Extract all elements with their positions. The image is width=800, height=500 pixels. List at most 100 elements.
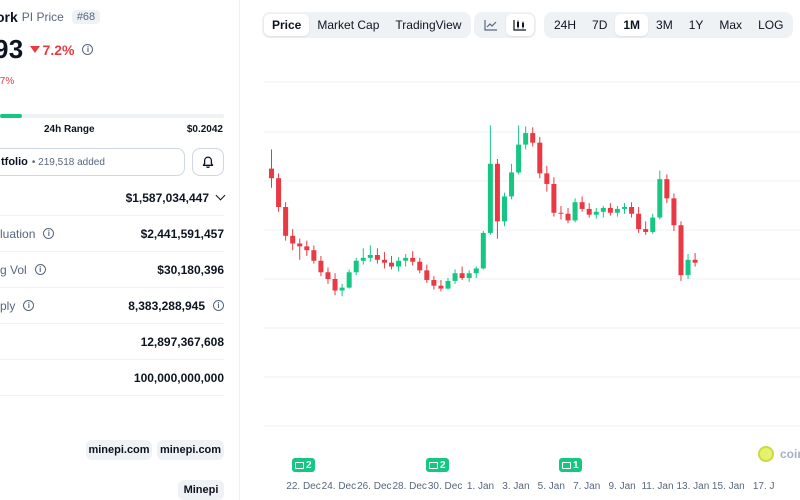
x-tick-label: 3. Jan [502,481,530,492]
chevron-down-icon[interactable] [215,190,226,201]
candle [579,196,585,212]
price-chart[interactable] [264,50,800,500]
candle-body [537,142,543,174]
log-toggle[interactable]: LOG [758,18,784,32]
candle-body [466,273,472,279]
candle [311,245,317,264]
tab-tradingview[interactable]: TradingView [395,18,462,32]
portfolio-label: tfolio [1,156,28,168]
candle-body [516,144,522,173]
candle-body [480,232,486,269]
candle-body [311,250,317,261]
candle-body [283,207,289,236]
range-1y[interactable]: 1Y [688,18,704,32]
market-cap-value: $1,587,034,447 [125,190,209,205]
coinmarketcap-watermark: coin [758,446,800,462]
stat-label: ply i [0,299,35,313]
candle [290,229,296,251]
candle-body [607,207,613,213]
candle-body [410,257,416,262]
candle [417,257,423,274]
coin-name: ork [0,9,18,25]
candle [396,256,402,272]
candle-body [643,229,649,232]
range-24h[interactable]: 24H [554,18,577,32]
candle [636,207,642,233]
range-max[interactable]: Max [719,18,743,32]
candlestick-chart-button[interactable] [506,14,534,36]
tab-price[interactable]: Price [264,14,310,36]
info-icon[interactable]: i [213,300,224,311]
x-tick-label: 22. Dec [286,481,321,492]
candle [523,126,529,150]
candle [685,254,691,279]
candle-body [685,259,691,276]
price-alert-button[interactable] [192,148,224,176]
candle-body [657,179,663,218]
candle-body [389,262,395,267]
candle-body [332,279,338,291]
explorer-link[interactable]: Minepi [178,480,224,500]
candle [494,159,500,239]
range-label: 24h Range [44,124,95,135]
range-1m[interactable]: 1M [615,14,649,36]
candle [501,192,507,227]
candle-body [459,273,465,279]
news-count: 2 [306,459,312,471]
info-icon[interactable]: i [34,264,46,275]
btc-change: .7% [0,76,15,87]
news-icon [295,461,304,469]
candle-body [431,279,437,286]
candle [276,173,282,212]
news-icon [562,461,571,469]
add-to-portfolio-button[interactable]: tfolio • 219,518 added [0,148,185,176]
website-link[interactable]: minepi.com [86,440,152,460]
news-marker[interactable]: 1 [559,458,582,472]
candle [607,203,613,216]
x-tick-label: 5. Jan [537,481,565,492]
info-icon[interactable]: i [23,300,35,311]
candle-body [586,208,592,215]
range-3m[interactable]: 3M [656,18,673,32]
candle [509,163,515,200]
candle-body [494,163,500,222]
x-tick-label: 17. J [752,481,775,492]
tab-market-cap[interactable]: Market Cap [317,18,380,32]
chart-style-tabs [474,12,536,38]
volume-value: $30,180,396 [157,262,224,277]
candle-body [579,202,585,209]
candle [530,127,536,147]
candle-body [367,255,373,258]
price-row: 93 7.2% i [0,34,94,65]
website-link[interactable]: minepi.com [157,440,224,460]
candle-body [297,243,303,247]
candle-body [374,255,380,260]
candle-body [664,179,670,199]
candle-body [636,213,642,230]
range-high: $0.2042 [186,124,223,135]
candle [297,238,303,260]
x-tick-label: 24. Dec [321,481,357,492]
candlestick-icon [513,20,526,31]
total-supply-value: 12,897,367,608 [140,334,224,349]
stat-trading-volume: g Vol i $30,180,396 [0,252,224,288]
candle [480,231,486,270]
candle [516,125,522,175]
candle-body [417,261,423,271]
news-marker[interactable]: 2 [426,458,449,472]
range-bar-fill [0,114,23,118]
x-tick-label: 11. Jan [641,481,674,492]
info-icon[interactable]: i [82,44,94,55]
candle-body [558,212,564,214]
candle-body [360,257,366,261]
stat-value: 8,383,288,945 i [128,299,224,313]
candle [678,221,684,281]
candle [325,267,331,284]
candle-body [290,235,296,244]
info-icon[interactable]: i [43,228,55,239]
news-count: 2 [440,459,446,471]
x-tick-label: 26. Dec [357,481,392,492]
line-chart-button[interactable] [476,14,506,36]
news-marker[interactable]: 2 [292,458,315,472]
range-7d[interactable]: 7D [592,18,608,32]
